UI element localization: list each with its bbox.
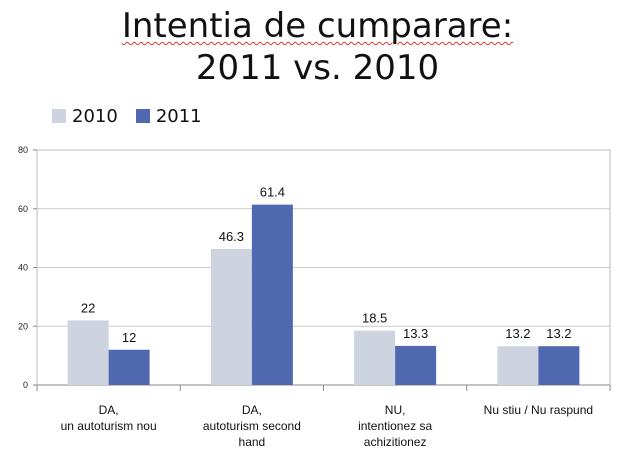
category-label-1-line-0: DA,: [242, 403, 262, 417]
data-label-2011-0: 12: [122, 330, 136, 345]
bar-2010-1: [210, 248, 252, 385]
bar-2011-3: [538, 346, 580, 385]
title-line-2: 2011 vs. 2010: [195, 48, 440, 88]
bar-2011-2: [395, 345, 437, 385]
title-line-1: Intentia de cumparare:: [121, 6, 514, 46]
data-label-2011-1: 61.4: [260, 185, 285, 200]
bar-2010-3: [497, 346, 539, 385]
category-label-1-line-2: hand: [239, 435, 266, 449]
legend: 2010 2011: [52, 104, 220, 128]
y-tick-label-20: 20: [18, 321, 28, 331]
y-tick-label-40: 40: [18, 263, 28, 273]
data-label-2010-0: 22: [81, 300, 95, 315]
bar-2010-2: [354, 330, 396, 385]
legend-swatch-2011: [135, 109, 150, 123]
legend-swatch-2010: [52, 109, 66, 123]
data-label-2011-2: 13.3: [403, 326, 428, 341]
category-label-0-line-0: DA,: [99, 403, 119, 417]
data-label-2010-3: 13.2: [505, 326, 530, 341]
y-tick-label-60: 60: [18, 204, 28, 214]
y-tick-label-0: 0: [23, 380, 28, 390]
legend-label-2011: 2011: [155, 105, 202, 127]
data-label-2011-3: 13.2: [546, 326, 571, 341]
bar-2011-1: [251, 204, 293, 385]
bar-2011-0: [108, 349, 150, 385]
category-label-1-line-1: autoturism second: [203, 419, 301, 433]
category-label-3-line-0: Nu stiu / Nu raspund: [484, 403, 593, 417]
bar-2010-0: [67, 320, 109, 385]
category-label-2-line-0: NU,: [385, 403, 406, 417]
legend-item-2010: 2010: [52, 106, 118, 127]
legend-item-2011: 2011: [135, 105, 202, 127]
legend-label-2010: 2010: [72, 105, 118, 127]
y-tick-label-80: 80: [18, 145, 28, 155]
category-label-0-line-1: un autoturism nou: [61, 419, 157, 433]
category-label-2-line-1: intentionez sa: [358, 419, 432, 433]
category-label-2-line-2: achizitionez: [364, 435, 427, 449]
data-label-2010-2: 18.5: [362, 311, 387, 326]
data-label-2010-1: 46.3: [219, 229, 244, 244]
